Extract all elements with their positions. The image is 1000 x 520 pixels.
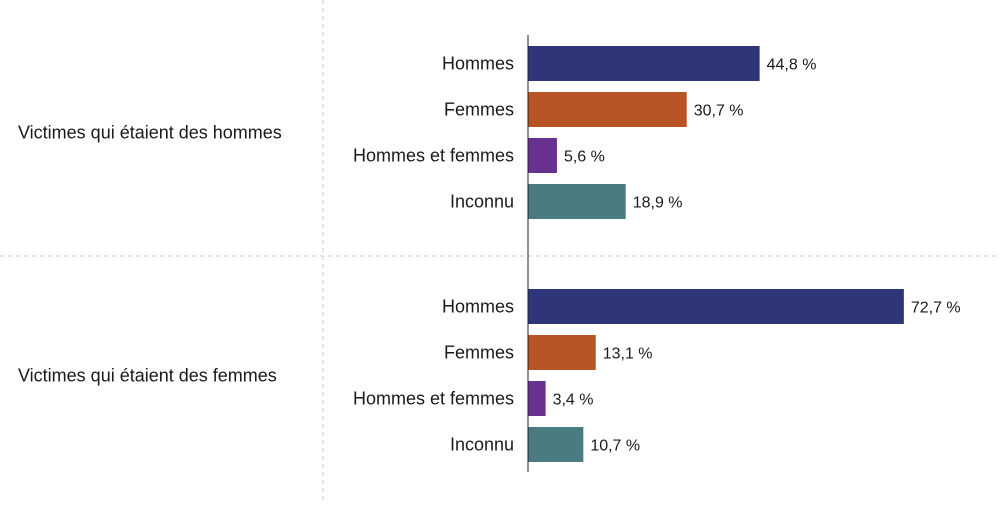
category-label: Hommes	[442, 54, 514, 74]
data-label: 44,8 %	[767, 57, 817, 74]
group-label: Victimes qui étaient des hommes	[18, 123, 282, 143]
category-label: Hommes et femmes	[353, 146, 514, 166]
bar	[528, 381, 546, 416]
category-label: Femmes	[444, 343, 514, 363]
group-label: Victimes qui étaient des femmes	[18, 366, 277, 386]
bar	[528, 46, 760, 81]
category-label: Inconnu	[450, 435, 514, 455]
bar	[528, 335, 596, 370]
data-label: 5,6 %	[564, 149, 605, 166]
category-label: Hommes	[442, 297, 514, 317]
data-label: 30,7 %	[694, 103, 744, 120]
data-label: 10,7 %	[590, 438, 640, 455]
category-label: Hommes et femmes	[353, 389, 514, 409]
bar	[528, 427, 584, 462]
bar	[528, 92, 687, 127]
data-label: 72,7 %	[911, 300, 961, 317]
data-label: 3,4 %	[553, 392, 594, 409]
data-label: 18,9 %	[633, 195, 683, 212]
bar	[528, 138, 557, 173]
bar	[528, 289, 904, 324]
data-label: 13,1 %	[603, 346, 653, 363]
bar	[528, 184, 626, 219]
category-label: Femmes	[444, 100, 514, 120]
category-label: Inconnu	[450, 192, 514, 212]
